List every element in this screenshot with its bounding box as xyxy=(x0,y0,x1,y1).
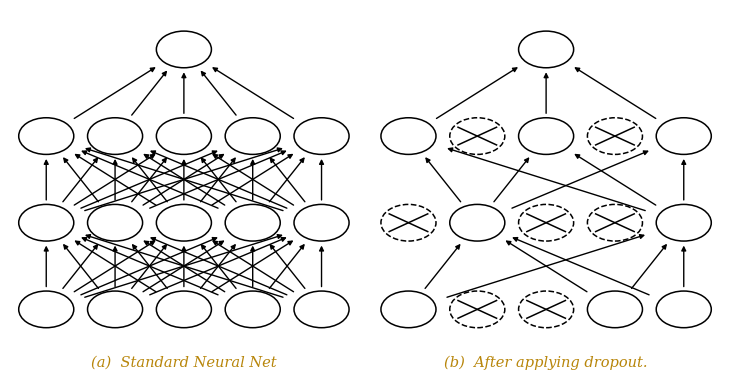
Text: (b)  After applying dropout.: (b) After applying dropout. xyxy=(445,356,648,370)
Ellipse shape xyxy=(156,118,212,155)
Ellipse shape xyxy=(656,291,711,328)
Ellipse shape xyxy=(294,118,349,155)
Ellipse shape xyxy=(156,291,212,328)
Ellipse shape xyxy=(588,205,642,241)
Ellipse shape xyxy=(88,118,142,155)
Ellipse shape xyxy=(381,205,436,241)
Ellipse shape xyxy=(450,205,505,241)
Ellipse shape xyxy=(381,291,436,328)
Ellipse shape xyxy=(518,205,574,241)
Ellipse shape xyxy=(225,118,280,155)
Ellipse shape xyxy=(294,291,349,328)
Ellipse shape xyxy=(156,31,212,68)
Ellipse shape xyxy=(19,205,74,241)
Ellipse shape xyxy=(588,118,642,155)
Ellipse shape xyxy=(225,205,280,241)
Ellipse shape xyxy=(518,31,574,68)
Text: (a)  Standard Neural Net: (a) Standard Neural Net xyxy=(91,356,277,370)
Ellipse shape xyxy=(588,291,642,328)
Ellipse shape xyxy=(225,291,280,328)
Ellipse shape xyxy=(88,291,142,328)
Ellipse shape xyxy=(19,118,74,155)
Ellipse shape xyxy=(156,205,212,241)
Ellipse shape xyxy=(518,291,574,328)
Ellipse shape xyxy=(656,205,711,241)
Ellipse shape xyxy=(381,118,436,155)
Ellipse shape xyxy=(450,118,505,155)
Ellipse shape xyxy=(294,205,349,241)
Ellipse shape xyxy=(518,118,574,155)
Ellipse shape xyxy=(19,291,74,328)
Ellipse shape xyxy=(450,291,505,328)
Ellipse shape xyxy=(88,205,142,241)
Ellipse shape xyxy=(656,118,711,155)
